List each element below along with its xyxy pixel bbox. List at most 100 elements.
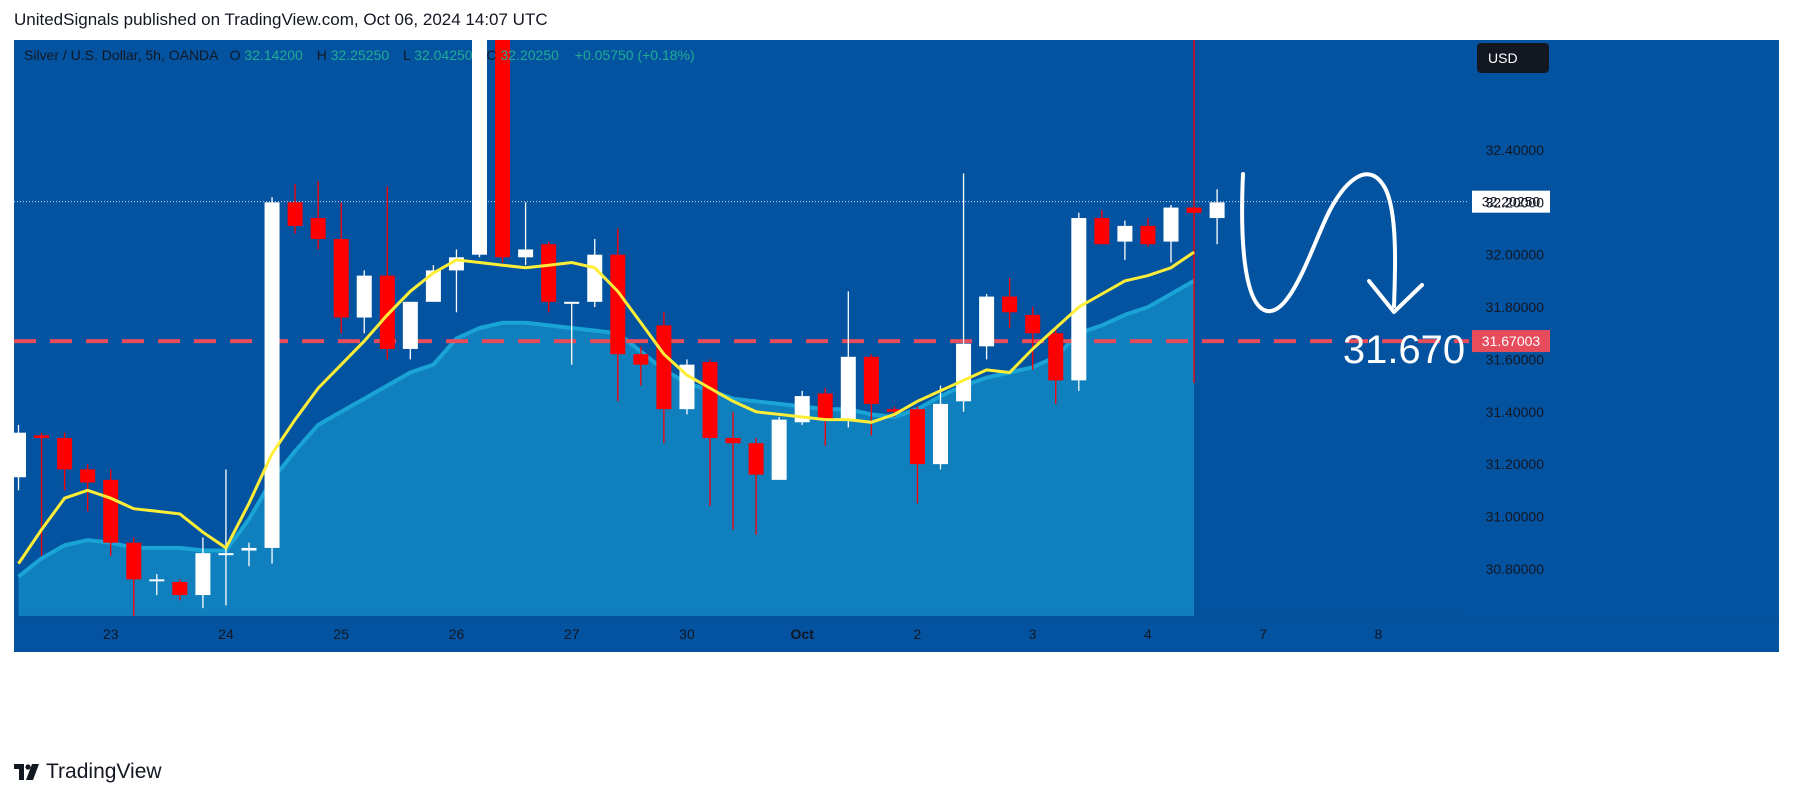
price-axis[interactable]: 32.40000 32.20000 32.00000 31.80000 31.60000… bbox=[1486, 142, 1545, 577]
candle[interactable] bbox=[379, 186, 395, 360]
symbol-legend[interactable]: Silver / U.S. Dollar, 5h, OANDA O 32.142… bbox=[24, 47, 695, 63]
candle-body bbox=[310, 218, 326, 239]
candle-body bbox=[979, 296, 995, 347]
currency-button[interactable]: USD bbox=[1477, 43, 1549, 73]
candle-body bbox=[956, 343, 972, 402]
candle[interactable] bbox=[1094, 210, 1110, 245]
candle[interactable] bbox=[126, 537, 142, 616]
candle[interactable] bbox=[495, 40, 511, 263]
open-value: 32.14200 bbox=[244, 47, 303, 63]
candle-body bbox=[149, 579, 165, 582]
low-label: L bbox=[403, 47, 411, 63]
candle[interactable] bbox=[702, 359, 718, 507]
candle[interactable] bbox=[1117, 220, 1133, 260]
candle[interactable] bbox=[840, 291, 856, 428]
candle[interactable] bbox=[748, 437, 764, 535]
svg-text:Silver / U.S. Dollar, 5h, OAND: Silver / U.S. Dollar, 5h, OANDA O 32.142… bbox=[24, 47, 695, 63]
fast-ma-layer bbox=[17, 250, 1195, 565]
candle[interactable] bbox=[333, 202, 349, 334]
candle-body bbox=[1163, 207, 1179, 242]
price-chart[interactable]: 31.67003 32.20250 32.40000 32.20000 32.000… bbox=[11, 11, 1779, 744]
candle[interactable] bbox=[57, 432, 73, 491]
candle-body bbox=[1094, 218, 1110, 245]
time-tick-label: 7 bbox=[1259, 626, 1267, 642]
time-tick-label: 2 bbox=[914, 626, 922, 642]
slow-ma-area bbox=[18, 280, 1195, 616]
candle[interactable] bbox=[1025, 307, 1041, 370]
candle-body bbox=[886, 409, 902, 412]
time-axis[interactable]: 23 24 25 26 27 30 Oct 2 3 4 7 8 bbox=[103, 626, 1383, 642]
tradingview-logo-icon bbox=[14, 764, 39, 780]
candle-body bbox=[702, 362, 718, 438]
candle[interactable] bbox=[979, 293, 995, 360]
candle[interactable] bbox=[1071, 212, 1087, 391]
candle-body bbox=[1002, 296, 1018, 313]
candle[interactable] bbox=[909, 406, 925, 504]
projection-arrow-path bbox=[1240, 172, 1398, 314]
candle-body bbox=[840, 356, 856, 420]
price-tick-label: 32.00000 bbox=[1486, 247, 1545, 263]
candle-body bbox=[172, 581, 188, 596]
price-tick-label: 32.40000 bbox=[1486, 142, 1545, 158]
candle[interactable] bbox=[1186, 11, 1202, 383]
close-value: 32.20250 bbox=[501, 47, 560, 63]
candle-body bbox=[748, 443, 764, 475]
candle-body bbox=[495, 40, 511, 258]
candle[interactable] bbox=[11, 424, 26, 491]
candle-body bbox=[1071, 218, 1087, 381]
chart-container[interactable]: 31.67003 32.20250 32.40000 32.20000 32.000… bbox=[11, 11, 1779, 744]
candle[interactable] bbox=[1209, 189, 1225, 245]
candle-body bbox=[1025, 314, 1041, 334]
candle-body bbox=[80, 469, 96, 483]
candle[interactable] bbox=[425, 265, 441, 302]
candle-body bbox=[379, 275, 395, 349]
candle[interactable] bbox=[817, 388, 833, 446]
candle[interactable] bbox=[725, 411, 741, 530]
candle[interactable] bbox=[264, 197, 280, 564]
candle[interactable] bbox=[1140, 218, 1156, 247]
candle-body bbox=[518, 249, 534, 258]
candle[interactable] bbox=[472, 40, 487, 258]
candle[interactable] bbox=[933, 385, 948, 470]
candle[interactable] bbox=[518, 202, 534, 266]
time-tick-label: 27 bbox=[564, 626, 580, 642]
high-value: 32.25250 bbox=[331, 47, 390, 63]
candle[interactable] bbox=[956, 173, 972, 412]
slow-ma-line bbox=[17, 279, 1196, 579]
tradingview-brand-label: TradingView bbox=[46, 760, 162, 783]
candle[interactable] bbox=[541, 241, 557, 313]
footer-brand[interactable]: TradingView bbox=[14, 760, 162, 784]
candle[interactable] bbox=[34, 432, 50, 556]
candle[interactable] bbox=[564, 301, 580, 365]
time-tick-label: Oct bbox=[791, 626, 815, 642]
candle[interactable] bbox=[172, 579, 188, 601]
candle[interactable] bbox=[310, 181, 326, 250]
target-line-layer: 31.67003 bbox=[14, 330, 1550, 353]
candle[interactable] bbox=[287, 184, 303, 234]
candle[interactable] bbox=[1163, 204, 1179, 263]
candle[interactable] bbox=[80, 464, 96, 512]
candle[interactable] bbox=[195, 537, 211, 609]
candle[interactable] bbox=[1048, 328, 1064, 404]
candle-body bbox=[425, 270, 441, 302]
candle[interactable] bbox=[656, 312, 672, 444]
time-tick-label: 3 bbox=[1029, 626, 1037, 642]
candle[interactable] bbox=[356, 270, 372, 334]
candle-body bbox=[725, 437, 741, 444]
candle[interactable] bbox=[679, 359, 695, 415]
candle-body bbox=[126, 542, 142, 580]
time-tick-label: 4 bbox=[1144, 626, 1152, 642]
candle[interactable] bbox=[241, 542, 257, 567]
candle-body bbox=[241, 547, 257, 551]
candle[interactable] bbox=[610, 228, 626, 402]
candle[interactable] bbox=[149, 574, 165, 596]
candle[interactable] bbox=[1002, 278, 1018, 328]
candle[interactable] bbox=[218, 469, 234, 606]
candle[interactable] bbox=[633, 346, 649, 386]
candles-layer bbox=[11, 11, 1225, 616]
time-tick-label: 30 bbox=[679, 626, 695, 642]
candle-body bbox=[863, 356, 879, 404]
candle-body bbox=[11, 432, 26, 478]
candle[interactable] bbox=[771, 417, 787, 480]
candle[interactable] bbox=[402, 301, 418, 360]
